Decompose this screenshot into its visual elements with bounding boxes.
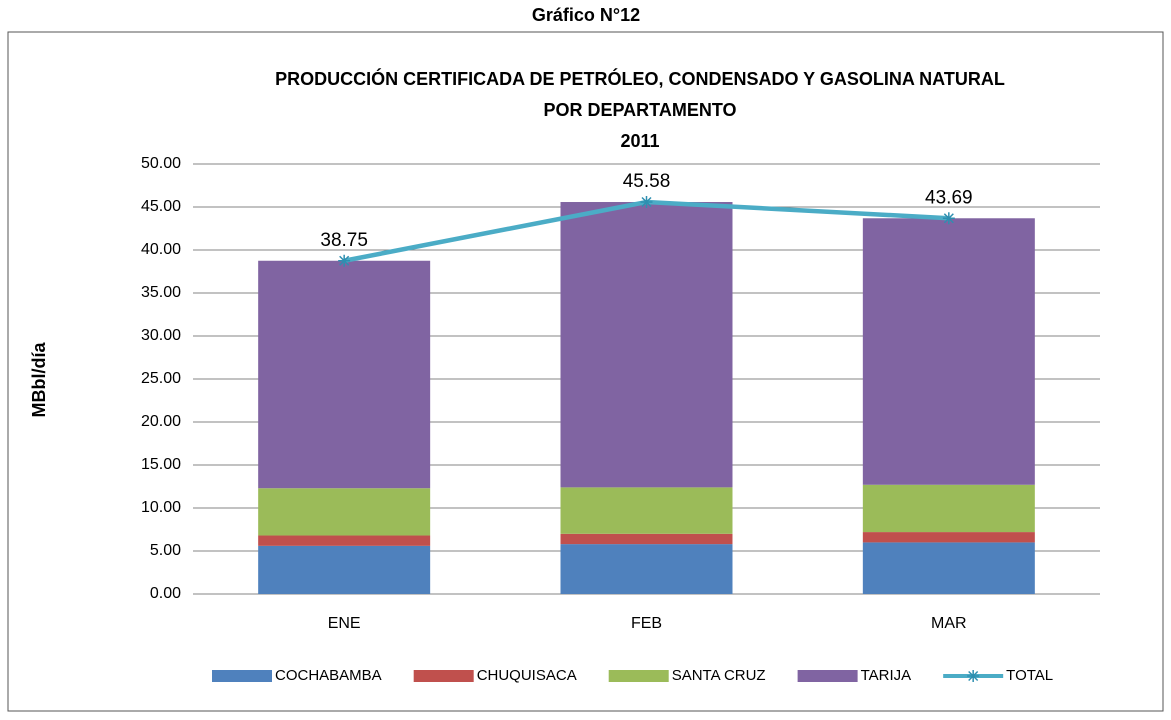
bar-segment [258, 545, 431, 594]
legend-swatch [212, 670, 272, 682]
bar-segment [560, 202, 733, 488]
chart-title: 2011 [620, 131, 659, 151]
y-tick-label: 50.00 [141, 155, 181, 172]
line-marker [640, 196, 653, 209]
bar-segment [862, 542, 1035, 594]
x-tick-label: FEB [631, 615, 662, 632]
bar-segment [560, 533, 733, 545]
legend-swatch [797, 670, 858, 682]
y-tick-label: 35.00 [141, 284, 181, 301]
chart-title: POR DEPARTAMENTO [543, 100, 736, 120]
line-marker [967, 670, 980, 682]
legend-label: SANTA CRUZ [672, 667, 766, 684]
line-marker [942, 212, 955, 225]
bar-segment [862, 218, 1035, 485]
x-tick-label: MAR [931, 615, 967, 632]
legend-label: TARIJA [861, 667, 912, 684]
y-tick-label: 10.00 [141, 499, 181, 516]
data-label: 38.75 [320, 230, 368, 251]
header: Gráfico N°12 [532, 5, 640, 25]
data-label: 43.69 [925, 187, 973, 208]
y-tick-label: 15.00 [141, 456, 181, 473]
legend-swatch [413, 670, 474, 682]
data-label: 45.58 [623, 171, 671, 192]
bar-segment [560, 544, 733, 594]
line-marker [338, 254, 351, 267]
y-tick-label: 0.00 [150, 585, 181, 602]
chart-title: PRODUCCIÓN CERTIFICADA DE PETRÓLEO, COND… [275, 68, 1005, 89]
bar-segment [560, 487, 733, 534]
x-tick-label: ENE [328, 615, 361, 632]
legend-label: COCHABAMBA [275, 667, 382, 684]
y-tick-label: 25.00 [141, 370, 181, 387]
bar-segment [862, 484, 1035, 533]
y-tick-label: 5.00 [150, 542, 181, 559]
y-tick-label: 40.00 [141, 241, 181, 258]
legend-label: TOTAL [1006, 667, 1053, 684]
legend-swatch [608, 670, 669, 682]
legend-label: CHUQUISACA [477, 667, 577, 684]
y-tick-label: 30.00 [141, 327, 181, 344]
bar-segment [258, 260, 431, 489]
bar-segment [862, 532, 1035, 543]
bar-segment [258, 535, 431, 546]
y-tick-label: 45.00 [141, 198, 181, 215]
y-tick-label: 20.00 [141, 413, 181, 430]
y-axis-label: MBbl/día [29, 342, 49, 418]
bar-segment [258, 488, 431, 536]
